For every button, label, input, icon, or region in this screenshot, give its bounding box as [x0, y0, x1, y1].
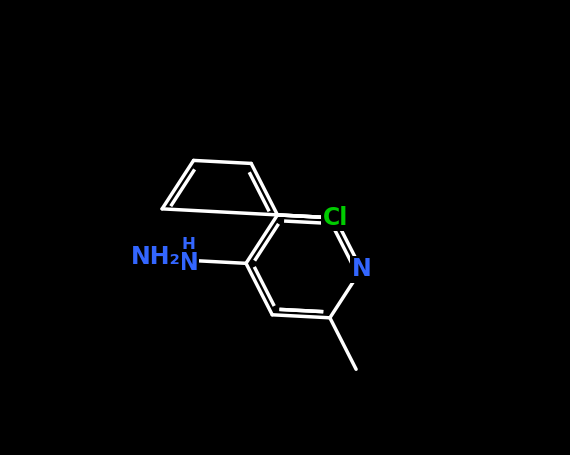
- Text: N: N: [178, 251, 198, 275]
- Text: Cl: Cl: [323, 206, 348, 230]
- Text: NH₂: NH₂: [131, 245, 181, 269]
- Text: N: N: [352, 258, 371, 281]
- Text: H: H: [181, 236, 196, 254]
